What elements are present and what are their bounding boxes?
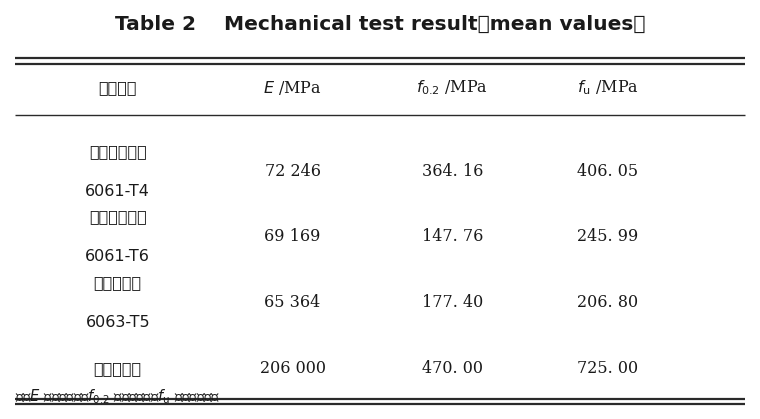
Text: 节点板铝合金: 节点板铝合金 bbox=[89, 209, 147, 224]
Text: 节点板铝合金: 节点板铝合金 bbox=[89, 144, 147, 159]
Text: 177. 40: 177. 40 bbox=[422, 294, 483, 311]
Text: $f_{\mathrm{u}}$ /MPa: $f_{\mathrm{u}}$ /MPa bbox=[577, 79, 639, 97]
Text: 材料类型: 材料类型 bbox=[99, 80, 137, 96]
Text: 杆件铝合金: 杆件铝合金 bbox=[93, 275, 142, 290]
Text: 206 000: 206 000 bbox=[260, 360, 325, 377]
Text: 6063-T5: 6063-T5 bbox=[85, 315, 150, 330]
Text: $f_{0.2}$ /MPa: $f_{0.2}$ /MPa bbox=[416, 79, 488, 97]
Text: 注：$\it{E}$ 为弹性模量；$f_{0.2}$ 为屈服强度；$f_{\mathrm{u}}$ 为抗拉强度。: 注：$\it{E}$ 为弹性模量；$f_{0.2}$ 为屈服强度；$f_{\ma… bbox=[15, 388, 220, 406]
Text: 147. 76: 147. 76 bbox=[422, 228, 483, 245]
Text: 206. 80: 206. 80 bbox=[578, 294, 638, 311]
Text: Table 2    Mechanical test result（mean values）: Table 2 Mechanical test result（mean valu… bbox=[115, 15, 645, 34]
Text: 245. 99: 245. 99 bbox=[578, 228, 638, 245]
Text: $\it{E}$ /MPa: $\it{E}$ /MPa bbox=[263, 79, 322, 97]
Text: 72 246: 72 246 bbox=[264, 163, 321, 180]
Text: 69 169: 69 169 bbox=[264, 228, 321, 245]
Text: 不锈钐螺栓: 不锈钐螺栓 bbox=[93, 361, 142, 376]
Text: 6061-T6: 6061-T6 bbox=[85, 249, 150, 264]
Text: 6061-T4: 6061-T4 bbox=[85, 184, 150, 199]
Text: 406. 05: 406. 05 bbox=[578, 163, 638, 180]
Text: 725. 00: 725. 00 bbox=[578, 360, 638, 377]
Text: 65 364: 65 364 bbox=[264, 294, 321, 311]
Text: 364. 16: 364. 16 bbox=[422, 163, 483, 180]
Text: 470. 00: 470. 00 bbox=[422, 360, 483, 377]
